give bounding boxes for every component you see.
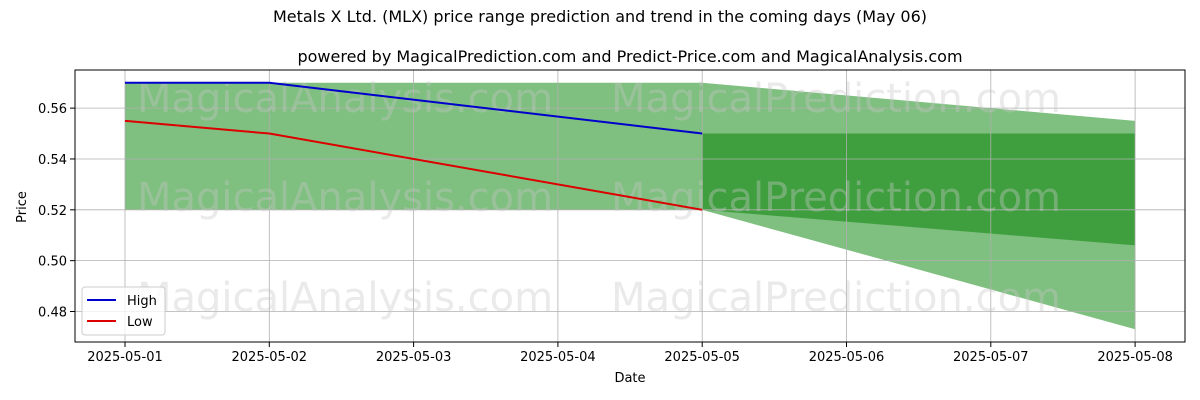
x-axis-label: Date [614, 371, 645, 386]
watermark-text: MagicalPrediction.com [611, 76, 1061, 122]
series-lines [124, 81, 703, 211]
x-tick-label: 2025-05-03 [376, 350, 452, 365]
series-line-low [124, 119, 703, 211]
legend-low-label: Low [127, 315, 153, 330]
legend: High Low [81, 286, 166, 336]
watermark-text: MagicalAnalysis.com [137, 275, 553, 321]
chart-title: Metals X Ltd. (MLX) price range predicti… [273, 7, 927, 26]
y-axis-label: Price [15, 191, 30, 223]
x-tick-label: 2025-05-08 [1097, 350, 1173, 365]
y-tick-label: 0.56 [38, 102, 67, 117]
legend-high-label: High [127, 294, 157, 309]
x-tick-label: 2025-05-02 [232, 350, 308, 365]
y-tick-label: 0.54 [38, 153, 67, 168]
watermark-text: MagicalPrediction.com [611, 275, 1061, 321]
chart-subtitle: powered by MagicalPrediction.com and Pre… [297, 47, 962, 66]
y-tick-label: 0.50 [38, 255, 67, 270]
x-tick-label: 2025-05-06 [809, 350, 885, 365]
x-tick-label: 2025-05-04 [520, 350, 596, 365]
y-tick-label: 0.48 [38, 305, 67, 320]
series-line-high [125, 81, 703, 135]
x-tick-label: 2025-05-05 [664, 350, 740, 365]
plot-area-border [74, 69, 1186, 343]
watermark-text: MagicalAnalysis.com [137, 175, 553, 221]
watermark-text: MagicalPrediction.com [611, 175, 1061, 221]
x-tick-label: 2025-05-01 [87, 350, 163, 365]
watermarks: MagicalAnalysis.com MagicalPrediction.com… [137, 76, 1061, 321]
y-axis: 0.48 0.50 0.52 0.54 0.56 [38, 102, 75, 320]
prediction-inner-band [702, 133, 1136, 246]
grid-lines [75, 70, 1185, 342]
x-axis: 2025-05-01 2025-05-02 2025-05-03 2025-05-04… [87, 342, 1173, 365]
y-tick-label: 0.52 [38, 204, 67, 219]
x-tick-label: 2025-05-07 [953, 350, 1029, 365]
